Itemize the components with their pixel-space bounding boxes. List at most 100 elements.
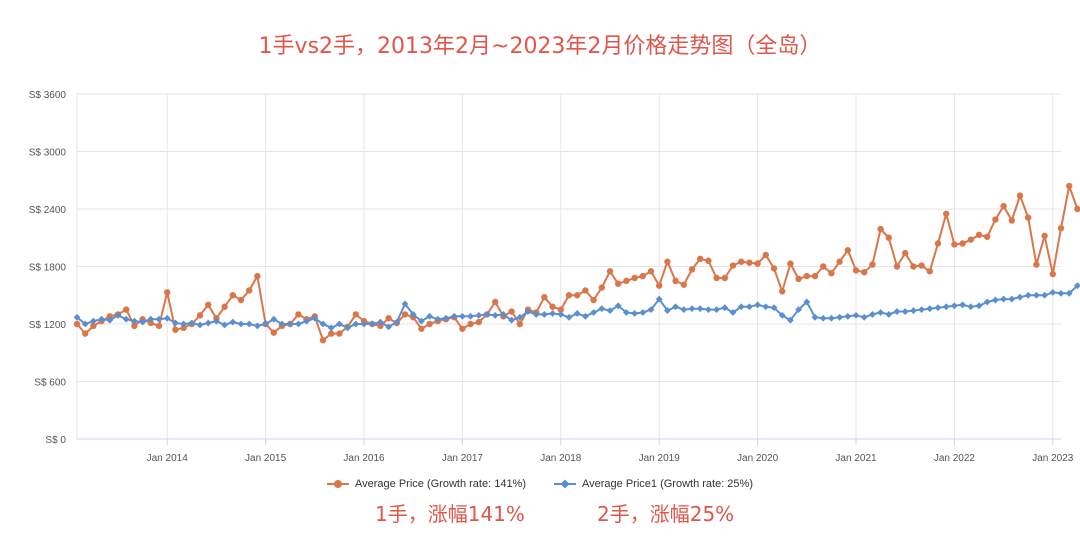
data-point-resale[interactable] bbox=[951, 302, 958, 310]
data-point-resale[interactable] bbox=[295, 320, 302, 328]
data-point-new[interactable] bbox=[992, 216, 999, 223]
data-point-resale[interactable] bbox=[967, 303, 975, 311]
data-point-new[interactable] bbox=[606, 268, 614, 275]
data-point-new[interactable] bbox=[770, 265, 778, 272]
data-point-resale[interactable] bbox=[942, 303, 950, 311]
data-point-resale[interactable] bbox=[713, 306, 720, 314]
data-point-new[interactable] bbox=[1033, 261, 1040, 268]
data-point-resale[interactable] bbox=[475, 311, 483, 319]
data-point-new[interactable] bbox=[967, 236, 974, 243]
data-point-resale[interactable] bbox=[787, 316, 794, 324]
data-point-new[interactable] bbox=[844, 247, 851, 254]
data-point-new[interactable] bbox=[254, 272, 261, 280]
data-point-new[interactable] bbox=[893, 263, 901, 270]
data-point-resale[interactable] bbox=[393, 318, 401, 326]
data-point-resale[interactable] bbox=[229, 318, 237, 326]
data-point-resale[interactable] bbox=[377, 318, 384, 326]
data-point-resale[interactable] bbox=[631, 310, 638, 317]
data-point-resale[interactable] bbox=[122, 315, 130, 323]
data-point-resale[interactable] bbox=[992, 296, 999, 304]
data-point-new[interactable] bbox=[910, 263, 917, 270]
data-point-resale[interactable] bbox=[705, 306, 712, 314]
data-point-new[interactable] bbox=[319, 337, 327, 344]
data-point-resale[interactable] bbox=[869, 311, 876, 318]
data-point-resale[interactable] bbox=[278, 320, 286, 328]
data-point-resale[interactable] bbox=[188, 319, 196, 327]
data-point-new[interactable] bbox=[885, 234, 892, 241]
data-point-new[interactable] bbox=[328, 330, 335, 337]
data-point-resale[interactable] bbox=[606, 307, 614, 314]
data-point-new[interactable] bbox=[746, 259, 753, 266]
data-point-new[interactable] bbox=[820, 263, 827, 270]
data-point-new[interactable] bbox=[598, 284, 605, 291]
data-point-resale[interactable] bbox=[557, 311, 565, 318]
data-point-new[interactable] bbox=[557, 306, 564, 313]
data-point-resale[interactable] bbox=[1033, 291, 1040, 299]
data-point-resale[interactable] bbox=[401, 300, 409, 308]
data-point-new[interactable] bbox=[729, 262, 737, 269]
data-point-resale[interactable] bbox=[754, 301, 761, 309]
data-point-resale[interactable] bbox=[910, 307, 917, 314]
data-point-resale[interactable] bbox=[360, 320, 368, 328]
data-point-resale[interactable] bbox=[73, 313, 81, 321]
data-point-resale[interactable] bbox=[319, 320, 327, 328]
data-point-resale[interactable] bbox=[918, 306, 925, 314]
data-point-new[interactable] bbox=[336, 330, 343, 337]
data-point-new[interactable] bbox=[959, 240, 966, 247]
data-point-resale[interactable] bbox=[590, 309, 597, 316]
data-point-resale[interactable] bbox=[828, 314, 835, 322]
data-point-resale[interactable] bbox=[565, 313, 573, 321]
data-point-new[interactable] bbox=[106, 313, 114, 320]
data-point-new[interactable] bbox=[352, 311, 359, 318]
data-point-new[interactable] bbox=[508, 308, 515, 315]
data-point-new[interactable] bbox=[229, 292, 236, 299]
data-point-new[interactable] bbox=[1074, 205, 1080, 213]
data-point-new[interactable] bbox=[1016, 192, 1024, 199]
data-point-new[interactable] bbox=[180, 324, 187, 332]
data-point-new[interactable] bbox=[590, 296, 597, 304]
data-point-resale[interactable] bbox=[975, 302, 983, 310]
data-point-resale[interactable] bbox=[573, 310, 581, 317]
data-point-resale[interactable] bbox=[893, 308, 901, 315]
data-point-resale[interactable] bbox=[549, 310, 556, 317]
data-point-new[interactable] bbox=[221, 303, 228, 310]
data-point-resale[interactable] bbox=[696, 305, 704, 313]
data-point-new[interactable] bbox=[803, 272, 810, 280]
data-point-resale[interactable] bbox=[721, 304, 729, 312]
data-point-new[interactable] bbox=[385, 315, 392, 322]
data-point-resale[interactable] bbox=[934, 304, 942, 312]
data-point-new[interactable] bbox=[713, 274, 720, 282]
legend-item-new[interactable]: Average Price (Growth rate: 141%) bbox=[327, 478, 526, 490]
data-point-resale[interactable] bbox=[237, 320, 245, 328]
data-point-resale[interactable] bbox=[762, 303, 770, 311]
data-point-resale[interactable] bbox=[1057, 289, 1065, 297]
data-point-resale[interactable] bbox=[795, 306, 802, 314]
data-point-new[interactable] bbox=[516, 320, 523, 328]
data-point-resale[interactable] bbox=[163, 314, 171, 322]
data-point-new[interactable] bbox=[82, 330, 89, 337]
data-point-new[interactable] bbox=[688, 266, 696, 273]
data-point-new[interactable] bbox=[574, 292, 581, 299]
data-point-resale[interactable] bbox=[655, 295, 663, 303]
data-point-resale[interactable] bbox=[483, 311, 491, 318]
data-point-resale[interactable] bbox=[541, 311, 548, 318]
data-point-new[interactable] bbox=[762, 251, 769, 259]
data-point-new[interactable] bbox=[918, 262, 925, 269]
data-point-new[interactable] bbox=[459, 325, 466, 332]
data-point-new[interactable] bbox=[73, 320, 81, 328]
data-point-resale[interactable] bbox=[639, 309, 647, 316]
data-point-new[interactable] bbox=[418, 325, 425, 332]
data-point-new[interactable] bbox=[1049, 270, 1057, 278]
data-point-resale[interactable] bbox=[926, 305, 934, 313]
data-point-new[interactable] bbox=[246, 287, 253, 294]
data-point-resale[interactable] bbox=[959, 301, 966, 309]
data-point-resale[interactable] bbox=[901, 308, 909, 315]
data-point-resale[interactable] bbox=[254, 322, 261, 330]
data-point-new[interactable] bbox=[877, 225, 884, 233]
data-point-resale[interactable] bbox=[1065, 289, 1073, 297]
data-point-resale[interactable] bbox=[442, 314, 450, 322]
data-point-resale[interactable] bbox=[983, 298, 991, 306]
data-point-resale[interactable] bbox=[409, 311, 417, 318]
data-point-resale[interactable] bbox=[286, 320, 294, 328]
data-point-resale[interactable] bbox=[860, 313, 868, 321]
